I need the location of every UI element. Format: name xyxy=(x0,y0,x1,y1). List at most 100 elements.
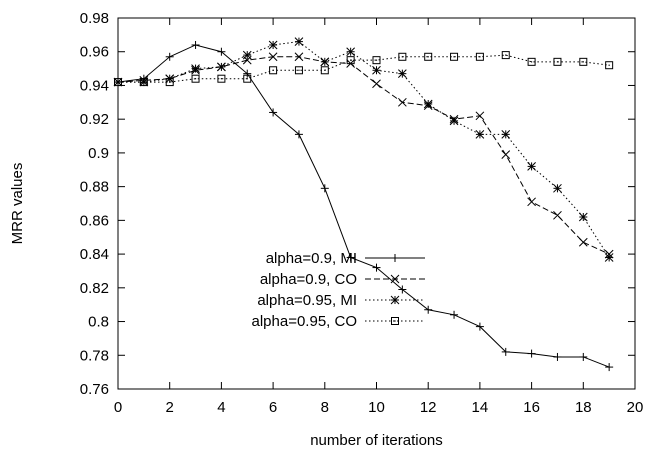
x-tick-label: 2 xyxy=(166,399,174,416)
data-point xyxy=(269,108,278,117)
data-point xyxy=(553,183,562,193)
data-point xyxy=(398,52,407,61)
data-point xyxy=(553,210,562,220)
data-point xyxy=(320,57,330,67)
y-axis-label: MRR values xyxy=(9,163,26,245)
data-point xyxy=(268,40,278,50)
data-point xyxy=(527,162,536,171)
data-point xyxy=(372,65,381,75)
data-point xyxy=(243,69,252,78)
data-point xyxy=(475,322,484,331)
data-point xyxy=(579,352,588,361)
series-line-1 xyxy=(117,56,610,255)
legend-label: alpha=0.95, MI xyxy=(257,292,357,309)
x-tick-label: 8 xyxy=(321,399,329,416)
data-point xyxy=(578,237,588,247)
data-point xyxy=(372,56,381,65)
data-point xyxy=(501,150,511,159)
data-point xyxy=(217,47,226,56)
y-tick-label: 0.88 xyxy=(80,179,109,196)
data-point xyxy=(242,50,252,60)
data-point xyxy=(527,349,536,358)
data-point xyxy=(501,51,510,60)
x-tick-label: 16 xyxy=(523,399,540,416)
x-tick-label: 14 xyxy=(472,399,489,416)
data-point xyxy=(191,40,200,49)
data-point xyxy=(398,285,407,294)
data-point xyxy=(268,52,278,62)
data-point xyxy=(501,130,511,139)
data-point xyxy=(191,74,200,83)
x-tick-label: 10 xyxy=(368,399,385,416)
y-tick-label: 0.92 xyxy=(80,111,109,128)
data-point xyxy=(475,130,485,139)
data-point xyxy=(501,347,510,356)
series-line-2 xyxy=(118,41,610,258)
data-point xyxy=(346,47,356,57)
legend-label: alpha=0.95, CO xyxy=(252,313,358,330)
y-tick-label: 0.94 xyxy=(80,77,109,94)
series-2 xyxy=(113,37,614,262)
data-point xyxy=(553,57,562,66)
data-point xyxy=(372,79,381,89)
series-line-0 xyxy=(117,44,610,368)
data-point xyxy=(450,52,459,61)
legend-marker xyxy=(391,254,399,262)
y-tick-label: 0.84 xyxy=(80,246,109,263)
y-tick-label: 0.76 xyxy=(80,381,109,398)
x-tick-label: 6 xyxy=(269,399,277,416)
data-point xyxy=(423,99,433,109)
data-point xyxy=(346,253,355,262)
data-point xyxy=(372,263,381,272)
y-tick-label: 0.82 xyxy=(80,280,109,297)
data-point xyxy=(527,197,536,207)
x-axis-label: number of iterations xyxy=(310,432,443,449)
data-point xyxy=(294,130,303,139)
data-point xyxy=(139,78,148,87)
y-tick-label: 0.8 xyxy=(88,314,109,331)
data-point xyxy=(346,56,355,65)
data-point xyxy=(294,37,304,46)
data-point xyxy=(553,352,562,361)
legend-label: alpha=0.9, CO xyxy=(260,271,357,288)
data-point xyxy=(450,310,459,319)
data-point xyxy=(475,52,484,61)
data-point xyxy=(191,64,200,73)
series-1 xyxy=(113,52,614,259)
legend-marker xyxy=(390,274,400,284)
series-3 xyxy=(114,51,614,87)
x-tick-label: 0 xyxy=(114,399,122,416)
x-tick-label: 12 xyxy=(420,399,437,416)
data-point xyxy=(294,52,304,62)
data-point xyxy=(217,74,226,83)
data-point xyxy=(579,57,588,66)
data-point xyxy=(294,66,303,75)
y-tick-label: 0.98 xyxy=(80,10,109,27)
y-tick-label: 0.78 xyxy=(80,347,109,364)
x-tick-label: 20 xyxy=(627,399,644,416)
y-tick-label: 0.86 xyxy=(80,212,109,229)
data-point xyxy=(449,116,459,126)
data-point xyxy=(320,184,329,193)
legend-marker xyxy=(391,317,399,325)
data-point xyxy=(578,212,588,222)
legend-marker xyxy=(390,295,400,305)
series-0 xyxy=(114,40,614,372)
x-tick-label: 18 xyxy=(575,399,592,416)
x-tick-label: 4 xyxy=(217,399,225,416)
data-point xyxy=(269,66,278,75)
data-point xyxy=(424,52,433,61)
y-tick-label: 0.96 xyxy=(80,44,109,61)
data-point xyxy=(605,61,614,70)
data-point xyxy=(165,52,174,61)
data-point xyxy=(320,66,329,75)
data-point xyxy=(424,305,433,314)
data-point xyxy=(604,253,614,262)
data-point xyxy=(114,78,122,87)
data-point xyxy=(475,111,485,121)
data-point xyxy=(527,57,536,66)
legend-label: alpha=0.9, MI xyxy=(266,250,357,267)
data-point xyxy=(397,69,407,79)
data-point xyxy=(217,62,226,72)
